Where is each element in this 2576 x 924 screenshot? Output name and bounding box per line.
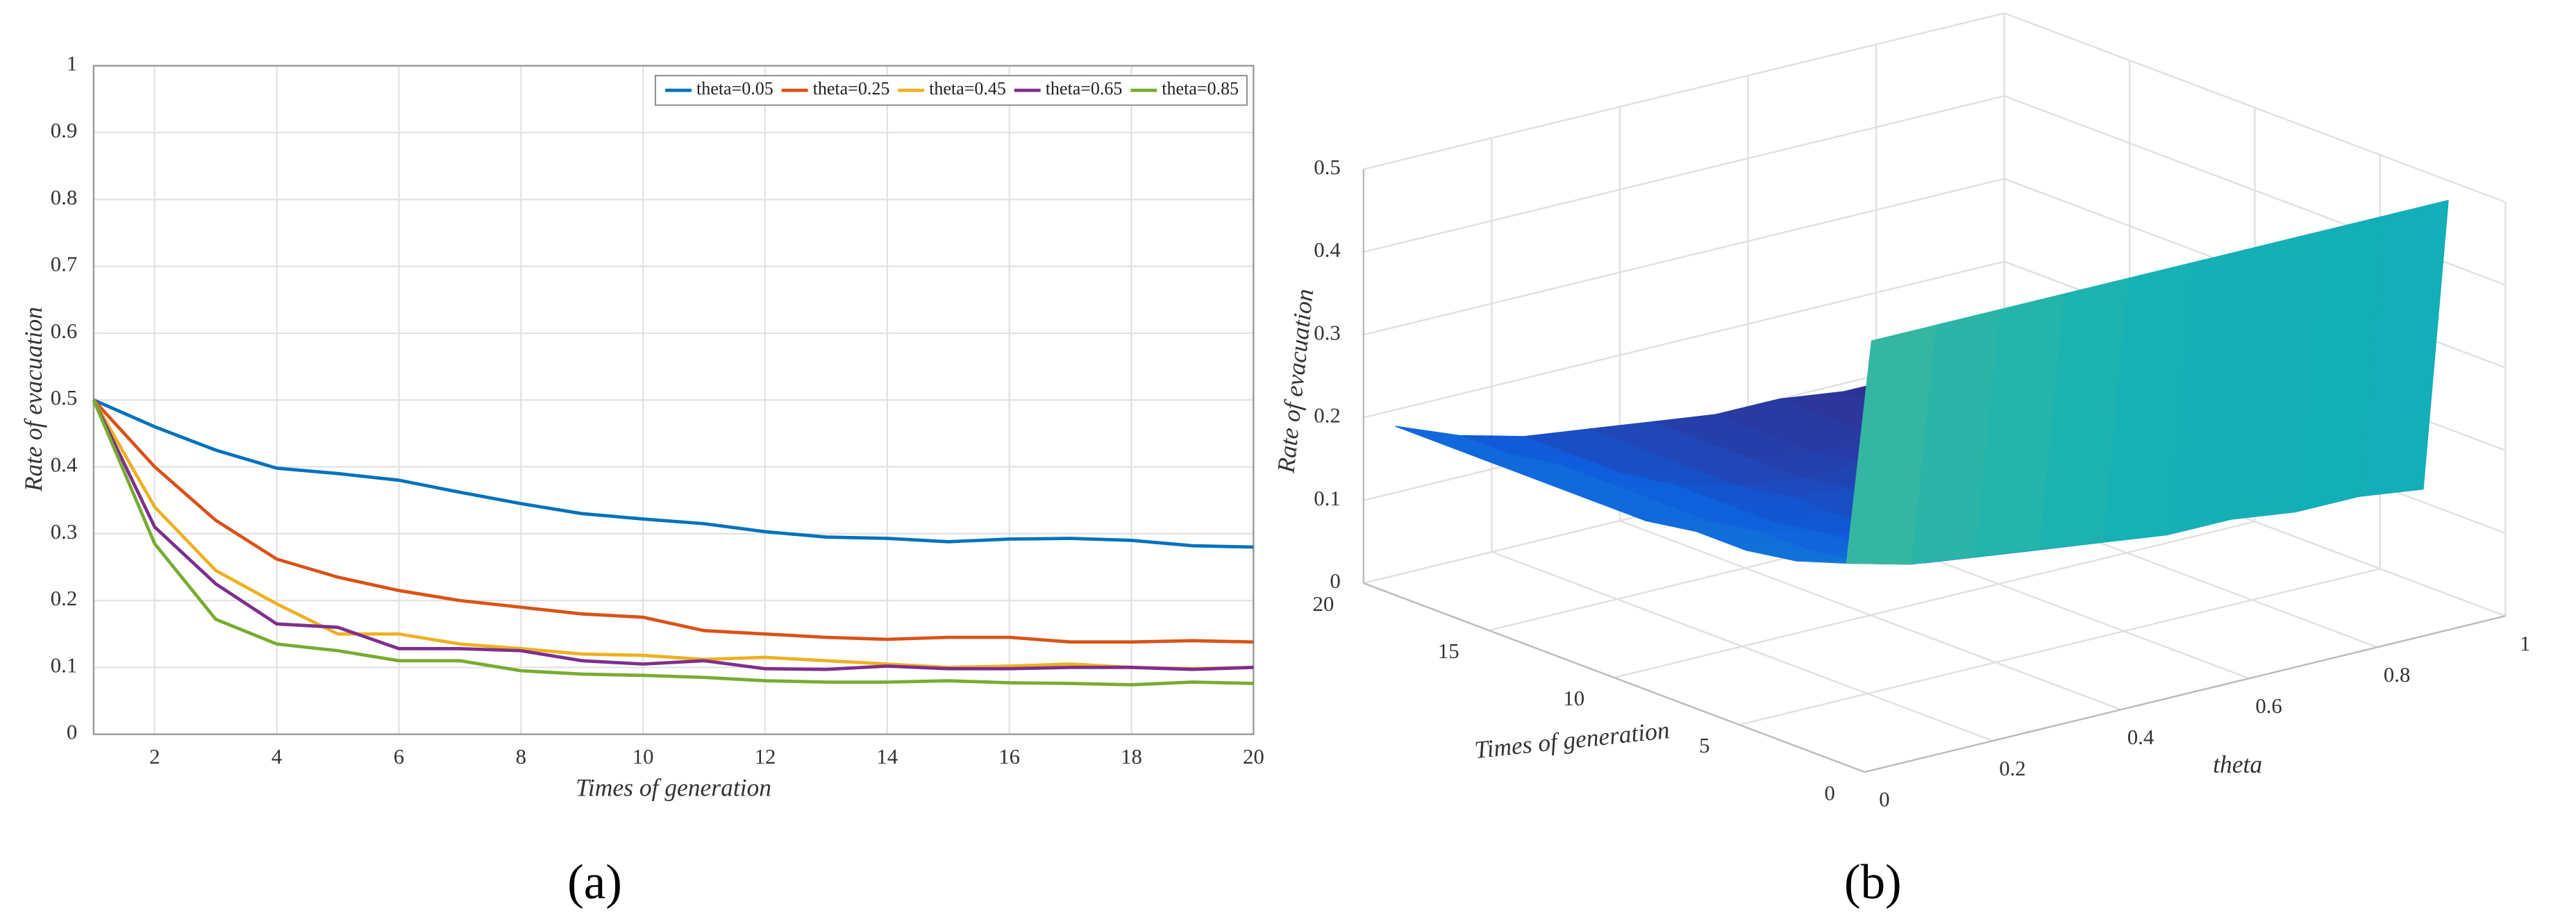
legend-label: theta=0.45 bbox=[929, 78, 1006, 99]
x-tick-label: 8 bbox=[516, 745, 526, 768]
x-tick-label: 12 bbox=[755, 745, 776, 768]
y-tick-label: 1 bbox=[67, 52, 77, 76]
x-tick-label: 1 bbox=[2520, 632, 2530, 655]
z-tick-label: 0.1 bbox=[1314, 487, 1340, 510]
panel-label: (b) bbox=[1844, 855, 1902, 909]
y-axis-label: Rate of evacuation bbox=[19, 307, 47, 492]
y-tick-label: 0.6 bbox=[51, 319, 77, 343]
grid-line bbox=[1739, 568, 2381, 726]
grid-line bbox=[1363, 95, 2005, 253]
x-tick-label: 20 bbox=[1243, 745, 1264, 768]
y-tick-label: 0 bbox=[1825, 781, 1835, 805]
y-tick-label: 0.1 bbox=[51, 653, 77, 677]
x-tick-label: 0.6 bbox=[2255, 694, 2282, 718]
grid-line bbox=[1363, 12, 2005, 170]
x-tick-label: 16 bbox=[998, 745, 1020, 768]
x-axis-label: theta bbox=[2213, 750, 2262, 778]
x-tick-label: 0.2 bbox=[1999, 757, 2025, 780]
z-tick-label: 0.4 bbox=[1314, 238, 1340, 262]
grid-line bbox=[1363, 178, 2005, 336]
y-tick-label: 0.5 bbox=[51, 386, 77, 410]
axis-line bbox=[1864, 615, 2506, 773]
x-tick-label: 18 bbox=[1121, 745, 1142, 768]
legend-label: theta=0.85 bbox=[1162, 78, 1239, 99]
x-tick-label: 0.8 bbox=[2384, 663, 2410, 687]
z-tick-label: 0 bbox=[1330, 569, 1340, 593]
x-tick-label: 4 bbox=[271, 745, 282, 768]
series-line bbox=[92, 398, 1254, 644]
y-tick-label: 5 bbox=[1699, 734, 1709, 757]
y-tick-label: 10 bbox=[1563, 687, 1584, 710]
legend-label: theta=0.65 bbox=[1046, 78, 1123, 99]
z-tick-label: 0.2 bbox=[1314, 404, 1340, 428]
legend-label: theta=0.25 bbox=[813, 78, 890, 99]
grid-line bbox=[2004, 12, 2506, 203]
z-tick-label: 0.5 bbox=[1314, 156, 1340, 179]
x-tick-label: 2 bbox=[149, 745, 160, 768]
series-line bbox=[92, 399, 1254, 671]
y-tick-label: 0.3 bbox=[51, 520, 77, 544]
y-tick-label: 0.9 bbox=[51, 119, 77, 142]
series-line bbox=[92, 399, 1254, 671]
y-tick-label: 0.7 bbox=[51, 253, 77, 276]
z-tick-label: 0.3 bbox=[1314, 321, 1340, 344]
grid-line bbox=[1614, 521, 2255, 679]
x-tick-label: 10 bbox=[633, 745, 654, 768]
x-tick-label: 6 bbox=[394, 745, 404, 768]
y-tick-label: 20 bbox=[1313, 592, 1335, 616]
x-tick-label: 14 bbox=[876, 745, 898, 768]
x-tick-label: 0 bbox=[1879, 788, 1889, 812]
y-tick-label: 15 bbox=[1438, 639, 1460, 663]
y-tick-label: 0 bbox=[67, 721, 77, 744]
panel-label: (a) bbox=[567, 855, 622, 909]
series-line bbox=[92, 398, 1254, 549]
grid-line bbox=[1363, 260, 2005, 419]
x-axis-label: Times of generation bbox=[576, 773, 771, 801]
surface-patch bbox=[1846, 324, 1937, 565]
y-tick-label: 0.8 bbox=[51, 185, 77, 209]
y-tick-label: 0.4 bbox=[51, 453, 77, 477]
axis-line bbox=[1363, 582, 1865, 773]
series-line bbox=[92, 399, 1254, 687]
legend-label: theta=0.05 bbox=[696, 78, 773, 99]
y-tick-label: 0.2 bbox=[51, 587, 77, 610]
x-tick-label: 0.4 bbox=[2127, 725, 2154, 749]
